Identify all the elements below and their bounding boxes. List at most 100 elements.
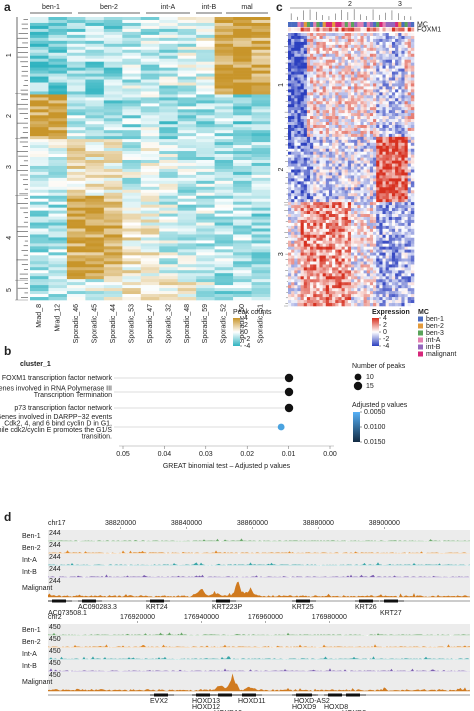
- heatmap-cell: [366, 136, 371, 141]
- heatmap-cell: [48, 127, 68, 131]
- heatmap-cell: [341, 169, 345, 173]
- heatmap-a: [30, 17, 271, 301]
- heatmap-cell: [214, 148, 234, 152]
- heatmap-cell: [177, 124, 197, 128]
- heatmap-cell: [376, 139, 380, 144]
- heatmap-cell: [122, 291, 142, 295]
- heatmap-cell: [373, 101, 377, 105]
- heatmap-cell: [379, 196, 383, 200]
- heatmap-cell: [404, 231, 408, 236]
- heatmap-cell: [354, 104, 358, 108]
- heatmap-cell: [338, 214, 342, 218]
- heatmap-cell: [391, 252, 396, 256]
- heatmap-cell: [354, 273, 358, 277]
- heatmap-cell: [385, 160, 390, 164]
- heatmap-cell: [363, 154, 368, 158]
- heatmap-cell: [388, 160, 393, 164]
- heatmap-cell: [341, 83, 345, 87]
- heatmap-cell: [103, 106, 123, 110]
- heatmap-cell: [401, 50, 405, 55]
- heatmap-cell: [376, 249, 380, 253]
- heatmap-cell: [363, 104, 368, 108]
- heatmap-cell: [159, 115, 178, 119]
- heatmap-cell: [48, 231, 68, 235]
- heatmap-cell: [354, 258, 358, 262]
- heatmap-cell: [300, 107, 305, 111]
- heatmap-cell: [159, 270, 178, 274]
- heatmap-cell: [103, 61, 123, 65]
- heatmap-cell: [335, 184, 339, 188]
- heatmap-cell: [103, 22, 123, 27]
- heatmap-cell: [347, 270, 352, 274]
- heatmap-cell: [354, 142, 358, 147]
- heatmap-cell: [303, 119, 308, 123]
- heatmap-cell: [404, 291, 408, 295]
- heatmap-cell: [354, 193, 358, 197]
- heatmap-cell: [391, 41, 396, 46]
- heatmap-cell: [294, 190, 298, 194]
- heatmap-cell: [357, 59, 361, 63]
- heatmap-cell: [410, 297, 415, 301]
- heatmap-cell: [373, 208, 377, 212]
- heatmap-cell: [376, 113, 380, 117]
- heatmap-cell: [385, 258, 390, 262]
- heatmap-cell: [122, 264, 142, 268]
- heatmap-cell: [357, 151, 361, 155]
- heatmap-cell: [401, 202, 405, 206]
- heatmap-cell: [140, 25, 160, 30]
- heatmap-cell: [338, 145, 342, 150]
- heatmap-cell: [341, 65, 345, 69]
- heatmap-cell: [288, 264, 292, 268]
- heatmap-cell: [233, 145, 252, 149]
- heatmap-cell: [376, 110, 380, 114]
- heatmap-cell: [328, 116, 333, 120]
- heatmap-cell: [360, 178, 364, 182]
- heatmap-cell: [401, 166, 405, 170]
- heatmap-cell: [325, 202, 330, 206]
- heatmap-cell: [376, 211, 380, 215]
- heatmap-cell: [328, 154, 333, 158]
- heatmap-cell: [391, 157, 396, 161]
- heatmap-cell: [319, 157, 323, 161]
- heatmap-cell: [391, 264, 396, 268]
- heatmap-cell: [214, 183, 234, 188]
- heatmap-cell: [398, 160, 402, 164]
- heatmap-cell: [404, 139, 408, 144]
- heatmap-cell: [344, 104, 349, 108]
- heatmap-cell: [325, 154, 330, 158]
- heatmap-cell: [316, 270, 320, 274]
- heatmap-cell: [344, 151, 349, 155]
- heatmap-cell: [363, 285, 368, 289]
- heatmap-cell: [159, 19, 178, 24]
- heatmap-cell: [338, 297, 342, 301]
- heatmap-cell: [369, 300, 374, 304]
- heatmap-cell: [341, 276, 345, 280]
- heatmap-cell: [360, 225, 364, 230]
- heatmap-cell: [233, 168, 252, 173]
- heatmap-cell: [401, 211, 405, 215]
- heatmap-cell: [344, 92, 349, 96]
- heatmap-cell: [351, 98, 355, 102]
- heatmap-cell: [379, 297, 383, 301]
- heatmap-cell: [369, 261, 374, 265]
- heatmap-cell: [335, 225, 339, 230]
- heatmap-cell: [395, 86, 399, 90]
- heatmap-cell: [310, 231, 314, 236]
- heatmap-cell: [360, 113, 364, 117]
- heatmap-cell: [66, 204, 86, 208]
- heatmap-cell: [313, 291, 317, 295]
- heatmap-cell: [294, 228, 298, 233]
- heatmap-cell: [300, 300, 305, 304]
- heatmap-cell: [335, 101, 339, 105]
- heatmap-cell: [410, 154, 415, 158]
- heatmap-cell: [398, 151, 402, 155]
- heatmap-cell: [291, 225, 295, 230]
- heatmap-cell: [85, 162, 105, 167]
- heatmap-cell: [306, 145, 311, 150]
- heatmap-cell: [313, 47, 317, 52]
- heatmap-cell: [310, 282, 314, 286]
- heatmap-cell: [159, 216, 178, 220]
- heatmap-cell: [319, 59, 323, 63]
- heatmap-cell: [196, 237, 215, 241]
- heatmap-cell: [376, 53, 380, 58]
